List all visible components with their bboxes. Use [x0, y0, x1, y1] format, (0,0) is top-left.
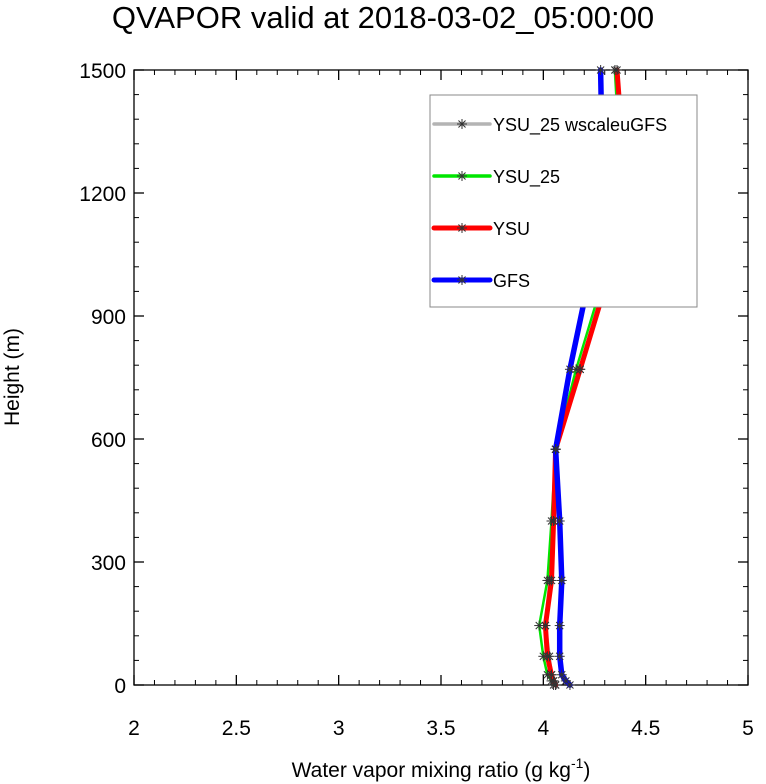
y-tick-labels: 0 300 600 900 1200 1500 [79, 60, 126, 698]
data-point-marker [575, 364, 586, 375]
x-tick-label: 3.5 [426, 717, 455, 740]
major-ticks [133, 69, 749, 686]
y-tick-label: 900 [91, 306, 126, 329]
data-point-marker [550, 444, 561, 455]
data-point-marker [542, 651, 553, 662]
legend-box [429, 94, 698, 308]
data-point-marker [612, 65, 623, 75]
data-point-marker [564, 364, 575, 375]
legend-item: YSU [431, 219, 530, 239]
y-tick-label: 1200 [79, 183, 126, 206]
x-tick-label: 5 [742, 717, 754, 740]
legend-marker [457, 119, 467, 129]
data-point-marker [554, 516, 565, 526]
data-point-marker [546, 575, 557, 586]
y-tick-label: 0 [114, 675, 126, 698]
data-point-marker [560, 675, 571, 686]
legend-items: YSU_25 wscaleuGFS YSU_25 YSU GFS [431, 115, 667, 291]
x-tick-label: 4.5 [631, 717, 660, 740]
legend-label: YSU [493, 219, 530, 239]
legend-item: GFS [431, 271, 530, 291]
x-tick-label: 2.5 [222, 717, 251, 740]
x-tick-label: 3 [333, 717, 345, 740]
legend-label: YSU_25 [493, 167, 560, 188]
data-point-marker [556, 575, 567, 586]
x-axis-label-superscript: -1 [571, 755, 584, 771]
x-axis-label-end: ) [583, 759, 590, 782]
y-tick-label: 1500 [79, 60, 126, 83]
x-axis-label-main: Water vapor mixing ratio (g kg [292, 759, 571, 782]
legend: YSU_25 wscaleuGFS YSU_25 YSU GFS [429, 94, 698, 308]
y-tick-label: 600 [91, 429, 126, 452]
data-point-marker [550, 680, 561, 690]
legend-item: YSU_25 [432, 167, 560, 188]
x-tick-labels: 2 2.5 3 3.5 4 4.5 5 [128, 717, 754, 740]
data-point-marker [556, 669, 567, 680]
y-axis-label: Height (m) [1, 328, 24, 426]
data-point-marker [554, 620, 565, 631]
x-tick-label: 4 [537, 717, 549, 740]
x-tick-label: 2 [128, 717, 140, 740]
chart-title: QVAPOR valid at 2018-03-02_05:00:00 [111, 0, 655, 35]
data-point-marker [534, 620, 545, 631]
legend-item: YSU_25 wscaleuGFS [432, 115, 667, 136]
data-point-marker [595, 65, 606, 75]
legend-marker [457, 171, 467, 181]
data-point-marker [546, 669, 557, 680]
legend-marker [457, 223, 467, 233]
data-point-marker [540, 620, 551, 631]
minor-ticks [134, 70, 748, 685]
data-point-marker [554, 651, 565, 662]
legend-marker [457, 275, 467, 285]
y-tick-label: 300 [91, 552, 126, 575]
legend-label: YSU_25 wscaleuGFS [493, 115, 667, 136]
x-axis-label: Water vapor mixing ratio (g kg-1) [292, 755, 591, 782]
legend-label: GFS [493, 271, 530, 291]
